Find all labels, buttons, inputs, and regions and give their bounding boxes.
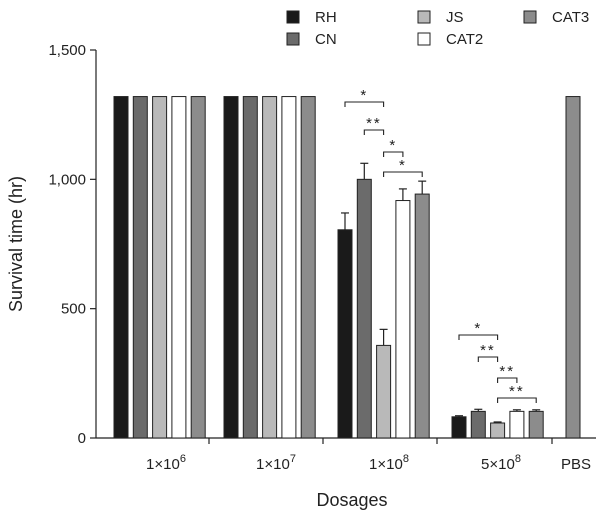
bar-cat3 (190, 96, 206, 439)
bar-cat3 (528, 410, 544, 439)
bar-js (490, 422, 506, 439)
significance-bracket (497, 397, 537, 403)
significance-label: ** (480, 342, 496, 359)
y-axis: 0 500 1,000 1,500 (48, 42, 97, 447)
error-bars (341, 162, 541, 423)
significance-bracket (497, 377, 518, 383)
bar-cn (242, 96, 258, 439)
significance-bracket (363, 129, 385, 135)
significance-label: * (389, 137, 397, 154)
significance-bracket (383, 171, 423, 177)
x-axis-title: Dosages (316, 490, 387, 510)
significance-label: * (399, 157, 407, 174)
x-tick-label: 1×107 (256, 453, 296, 473)
significance-bracket (383, 151, 404, 157)
significance-label: * (474, 320, 482, 337)
bar-js (152, 96, 168, 439)
x-tick-label: 1×106 (146, 453, 186, 473)
legend-swatch (417, 10, 431, 24)
bar-cat3 (565, 96, 581, 439)
bar-rh (113, 96, 129, 439)
bar-cat3 (414, 193, 430, 439)
legend-swatch (286, 32, 300, 46)
y-tick-label: 500 (61, 301, 86, 318)
chart-legend: RH CN JS CAT2 CAT3 (286, 9, 589, 48)
significance-bracket (344, 101, 385, 107)
bar-cat2 (281, 96, 297, 439)
significance-label: ** (509, 383, 525, 400)
significance-bracket (458, 334, 499, 340)
bar-rh (451, 416, 467, 439)
legend-swatch (286, 10, 300, 24)
bar-js (376, 344, 392, 439)
legend-label: CAT2 (446, 31, 483, 48)
bar-cat2 (509, 410, 525, 439)
bar-cat2 (395, 200, 411, 439)
y-tick-label: 1,000 (48, 171, 86, 188)
legend-label: JS (446, 9, 464, 26)
x-axis: 1×106 1×107 1×108 5×108 PBS (96, 437, 596, 473)
legend-swatch (417, 32, 431, 46)
y-tick-label: 1,500 (48, 42, 86, 59)
bar-cn (470, 410, 486, 439)
bars (113, 96, 581, 439)
bar-rh (337, 229, 353, 439)
significance-label: * (360, 87, 368, 104)
bar-cn (132, 96, 148, 439)
significance-bracket (477, 356, 499, 362)
bar-cat3 (300, 96, 316, 439)
bar-cn (356, 178, 372, 439)
significance-label: ** (366, 115, 382, 132)
legend-label: CN (315, 31, 337, 48)
x-tick-label: 1×108 (369, 453, 409, 473)
significance-brackets: ************ (344, 87, 537, 403)
legend-swatch (523, 10, 537, 24)
y-axis-title: Survival time (hr) (6, 176, 26, 312)
bar-cat2 (171, 96, 187, 439)
legend-label: CAT3 (552, 9, 589, 26)
x-tick-label: PBS (561, 456, 591, 473)
x-tick-label: 5×108 (481, 453, 521, 473)
bar-rh (223, 96, 239, 439)
legend-label: RH (315, 9, 337, 26)
significance-label: ** (499, 363, 515, 380)
bar-js (262, 96, 278, 439)
y-tick-label: 0 (78, 430, 86, 447)
